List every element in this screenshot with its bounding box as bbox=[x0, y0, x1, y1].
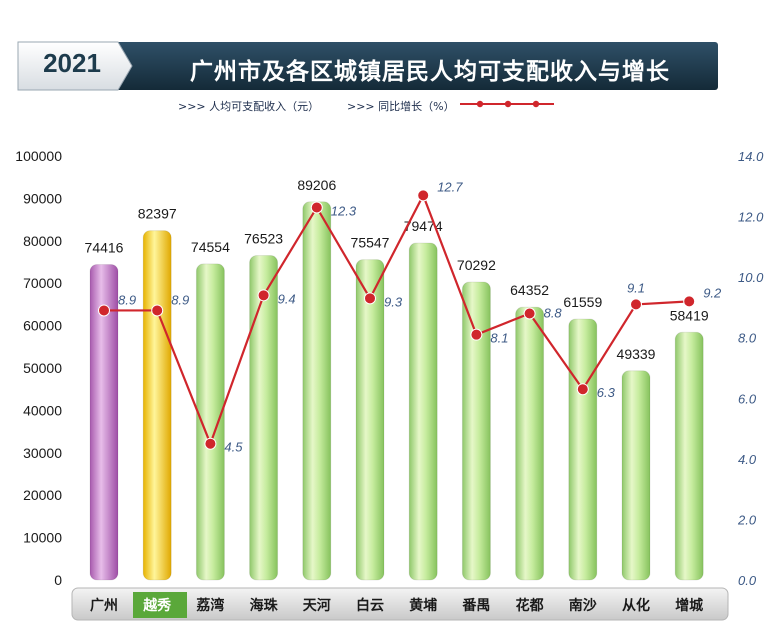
left-tick-label: 60000 bbox=[23, 318, 62, 334]
bar-海珠 bbox=[249, 255, 279, 581]
growth-point bbox=[683, 295, 696, 308]
category-label: 海珠 bbox=[250, 597, 279, 614]
left-tick-label: 50000 bbox=[23, 360, 62, 376]
right-tick-label: 4.0 bbox=[738, 452, 757, 467]
bar-从化 bbox=[621, 370, 651, 581]
left-tick-label: 20000 bbox=[23, 487, 62, 503]
bar-越秀 bbox=[142, 230, 172, 581]
right-tick-label: 2.0 bbox=[737, 512, 757, 527]
bar-value-label: 58419 bbox=[670, 307, 709, 323]
left-tick-label: 10000 bbox=[23, 530, 62, 546]
right-tick-label: 10.0 bbox=[738, 270, 764, 285]
category-label: 天河 bbox=[303, 597, 331, 614]
category-label: 黄埔 bbox=[409, 597, 437, 614]
bar-白云 bbox=[355, 259, 385, 581]
growth-point bbox=[523, 307, 536, 320]
category-label: 从化 bbox=[622, 597, 650, 614]
category-label: 白云 bbox=[356, 597, 384, 614]
growth-point bbox=[257, 289, 270, 302]
bar-广州 bbox=[89, 263, 119, 581]
right-tick-label: 14.0 bbox=[738, 149, 764, 164]
category-label: 番禺 bbox=[461, 597, 490, 614]
growth-value-label: 9.4 bbox=[278, 291, 296, 306]
left-tick-label: 0 bbox=[54, 572, 62, 588]
bar-value-label: 76523 bbox=[244, 231, 283, 247]
growth-value-label: 9.2 bbox=[703, 285, 722, 300]
growth-point bbox=[417, 189, 430, 202]
growth-point bbox=[470, 328, 483, 341]
left-tick-label: 80000 bbox=[23, 233, 62, 249]
category-band-highlight bbox=[133, 592, 187, 618]
growth-value-label: 12.3 bbox=[331, 203, 357, 218]
left-tick-label: 90000 bbox=[23, 190, 62, 206]
growth-value-label: 6.3 bbox=[597, 385, 616, 400]
bar-value-label: 89206 bbox=[297, 177, 336, 193]
right-tick-label: 0.0 bbox=[738, 573, 757, 588]
bar-value-label: 74416 bbox=[85, 239, 124, 255]
category-label: 荔湾 bbox=[195, 597, 224, 614]
bar-花都 bbox=[515, 306, 545, 581]
growth-point bbox=[310, 201, 323, 214]
category-label: 越秀 bbox=[142, 597, 172, 614]
growth-value-label: 9.1 bbox=[627, 280, 645, 295]
growth-point bbox=[364, 292, 376, 305]
bar-南沙 bbox=[568, 318, 598, 581]
bar-value-label: 74554 bbox=[191, 239, 230, 255]
bar-value-label: 64352 bbox=[510, 282, 549, 298]
category-label: 广州 bbox=[90, 597, 118, 614]
bar-value-label: 61559 bbox=[563, 294, 602, 310]
right-tick-label: 6.0 bbox=[738, 391, 757, 406]
growth-value-label: 8.9 bbox=[171, 292, 189, 307]
bar-增城 bbox=[674, 331, 704, 581]
category-label: 南沙 bbox=[569, 597, 597, 614]
bar-番禺 bbox=[461, 281, 491, 581]
legend-growth: >>> 同比增长（%） bbox=[347, 100, 455, 113]
legend-income: >>> 人均可支配收入（元） bbox=[178, 100, 320, 113]
bar-value-label: 82397 bbox=[138, 206, 177, 222]
growth-value-label: 8.8 bbox=[544, 305, 563, 320]
left-tick-label: 100000 bbox=[15, 148, 62, 164]
bar-天河 bbox=[302, 201, 332, 581]
category-label: 增城 bbox=[675, 597, 703, 614]
bar-value-label: 75547 bbox=[351, 235, 390, 251]
growth-point bbox=[630, 298, 642, 311]
category-label: 花都 bbox=[516, 597, 544, 614]
growth-value-label: 9.3 bbox=[384, 294, 403, 309]
growth-point bbox=[204, 437, 217, 450]
bar-value-label: 49339 bbox=[617, 346, 656, 362]
right-tick-label: 12.0 bbox=[738, 210, 764, 225]
chart-year: 2021 bbox=[43, 48, 101, 78]
bar-黄埔 bbox=[408, 242, 438, 581]
right-tick-label: 8.0 bbox=[738, 331, 757, 346]
growth-point bbox=[576, 383, 589, 396]
bar-荔湾 bbox=[195, 263, 225, 581]
left-tick-label: 70000 bbox=[23, 275, 62, 291]
growth-line bbox=[104, 192, 690, 447]
left-tick-label: 40000 bbox=[23, 402, 62, 418]
left-tick-label: 30000 bbox=[23, 445, 62, 461]
chart-title: 广州市及各区城镇居民人均可支配收入与增长 bbox=[190, 59, 670, 85]
header-band bbox=[18, 42, 718, 90]
growth-value-label: 8.1 bbox=[490, 331, 508, 346]
growth-value-label: 8.9 bbox=[118, 292, 136, 307]
growth-point bbox=[151, 304, 164, 317]
bar-value-label: 70292 bbox=[457, 257, 496, 273]
year-box bbox=[17, 41, 133, 91]
legend-growth-line bbox=[460, 100, 554, 108]
growth-value-label: 12.7 bbox=[437, 179, 463, 194]
growth-point bbox=[98, 304, 110, 317]
growth-value-label: 4.5 bbox=[224, 440, 243, 455]
category-band bbox=[71, 587, 729, 621]
